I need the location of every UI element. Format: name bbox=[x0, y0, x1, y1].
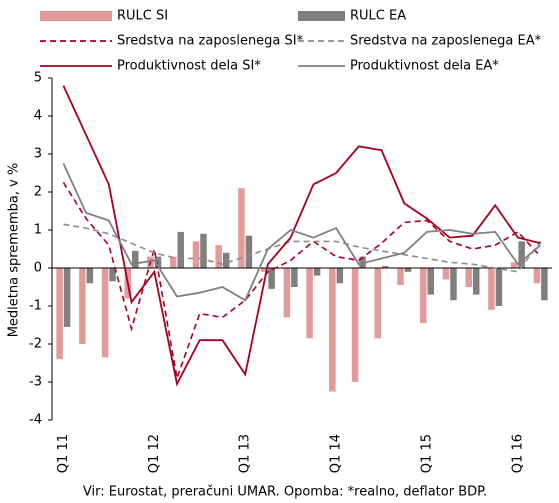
line bbox=[62, 163, 542, 302]
y-tick-label: -2 bbox=[29, 337, 42, 352]
bar bbox=[291, 268, 298, 287]
bar bbox=[109, 268, 116, 282]
bar bbox=[533, 268, 541, 284]
bar bbox=[283, 268, 291, 318]
bar bbox=[268, 268, 275, 289]
bar bbox=[518, 241, 525, 268]
y-tick-label: -1 bbox=[29, 299, 42, 314]
y-tick-label: -3 bbox=[29, 375, 42, 390]
x-tick-label: Q1 12 bbox=[147, 434, 162, 473]
bar bbox=[495, 268, 503, 306]
bar bbox=[313, 268, 321, 276]
bar bbox=[510, 262, 518, 268]
bar bbox=[488, 268, 495, 310]
bar bbox=[260, 268, 268, 272]
bar bbox=[79, 268, 86, 344]
bar bbox=[86, 268, 94, 284]
bar bbox=[472, 268, 480, 295]
bar bbox=[465, 268, 472, 287]
bar bbox=[336, 268, 344, 284]
legend-label: RULC SI bbox=[117, 9, 168, 24]
line bbox=[62, 85, 541, 387]
x-tick-label: Q1 16 bbox=[510, 434, 525, 473]
legend-label: Sredstva na zaposlenega SI* bbox=[117, 34, 304, 49]
bar bbox=[215, 245, 222, 268]
bar bbox=[404, 268, 412, 272]
bar bbox=[351, 268, 359, 382]
legend-swatch bbox=[40, 11, 112, 21]
x-tick-label: Q1 11 bbox=[56, 434, 71, 473]
x-tick-label: Q1 13 bbox=[238, 434, 253, 473]
bar bbox=[154, 256, 162, 268]
bar bbox=[374, 268, 382, 339]
bar bbox=[420, 268, 427, 324]
y-tick-label: 2 bbox=[34, 185, 42, 200]
bar bbox=[450, 268, 457, 301]
bar bbox=[329, 268, 336, 392]
bar bbox=[132, 250, 139, 268]
bar bbox=[359, 256, 366, 268]
bar bbox=[200, 233, 207, 268]
line bbox=[62, 182, 542, 382]
x-tick-label: Q1 14 bbox=[329, 434, 344, 473]
bar bbox=[442, 268, 450, 280]
bar bbox=[245, 235, 253, 268]
legend-label: RULC EA bbox=[350, 9, 406, 24]
y-tick-label: 3 bbox=[34, 147, 42, 162]
legend-label: Produktivnost dela EA* bbox=[350, 59, 499, 74]
y-tick-label: 5 bbox=[34, 71, 42, 86]
line bbox=[63, 223, 542, 273]
bar bbox=[177, 231, 184, 268]
bar bbox=[382, 266, 389, 268]
bar bbox=[238, 188, 245, 268]
bar bbox=[397, 268, 404, 286]
y-tick-label: 1 bbox=[34, 223, 42, 238]
bar bbox=[192, 241, 200, 268]
source-note: Vir: Eurostat, preračuni UMAR. Opomba: *… bbox=[83, 485, 487, 500]
bar bbox=[306, 268, 313, 339]
legend-label: Produktivnost dela SI* bbox=[117, 59, 261, 74]
bar bbox=[541, 268, 548, 301]
bar bbox=[63, 268, 71, 327]
legend-label: Sredstva na zaposlenega EA* bbox=[350, 34, 542, 49]
bar bbox=[222, 252, 230, 268]
y-tick-label: 0 bbox=[34, 261, 42, 276]
bar bbox=[170, 256, 177, 268]
y-tick-label: 4 bbox=[34, 109, 42, 124]
legend-swatch bbox=[298, 11, 345, 21]
y-tick-label: -4 bbox=[29, 413, 42, 428]
bar bbox=[101, 268, 109, 358]
y-axis-title: Medletna sprememba, v % bbox=[7, 163, 22, 338]
bar bbox=[427, 268, 434, 295]
bar bbox=[56, 268, 63, 360]
x-tick-label: Q1 15 bbox=[420, 434, 435, 473]
